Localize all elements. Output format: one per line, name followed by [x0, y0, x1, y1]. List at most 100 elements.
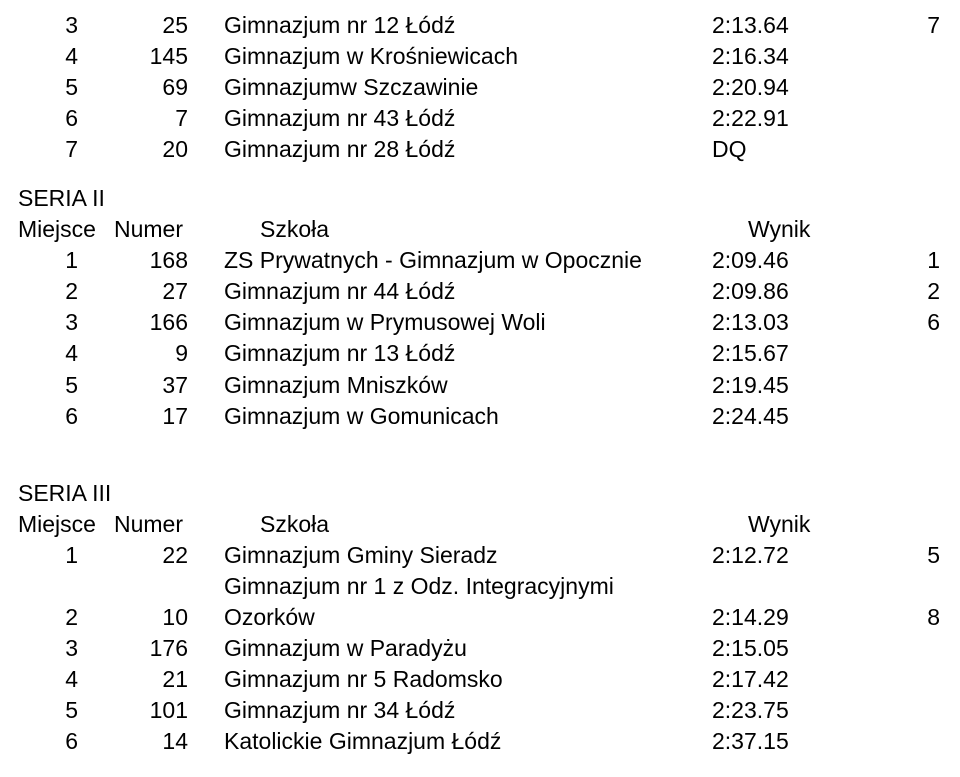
cell-number: 14	[78, 726, 188, 757]
cell-number: 69	[78, 72, 188, 103]
cell-extra: 7	[872, 10, 960, 41]
cell-place: 2	[0, 276, 78, 307]
cell-number: 9	[78, 338, 188, 369]
cell-school: Gimnazjum nr 1 z Odz. Integracyjnymi	[188, 571, 712, 602]
cell-result: 2:22.91	[712, 103, 872, 134]
table-row: 5 69 Gimnazjumw Szczawinie 2:20.94	[0, 72, 960, 103]
table-row: 2 10 Ozorków 2:14.29 8	[0, 602, 960, 633]
cell-result: 2:15.67	[712, 338, 872, 369]
cell-place: 3	[0, 307, 78, 338]
table-row: 5 101 Gimnazjum nr 34 Łódź 2:23.75	[0, 695, 960, 726]
table-row: 1 22 Gimnazjum Gminy Sieradz 2:12.72 5	[0, 540, 960, 571]
results-block-1: 3 25 Gimnazjum nr 12 Łódź 2:13.64 7 4 14…	[0, 10, 960, 165]
cell-extra: 6	[872, 307, 960, 338]
cell-extra: 8	[872, 602, 960, 633]
cell-place: 7	[0, 134, 78, 165]
results-block-3: 1 22 Gimnazjum Gminy Sieradz 2:12.72 5 G…	[0, 540, 960, 757]
cell-school: Gimnazjum w Paradyżu	[188, 633, 712, 664]
table-row: 6 14 Katolickie Gimnazjum Łódź 2:37.15	[0, 726, 960, 757]
cell-place: 5	[0, 370, 78, 401]
section-title-seria-3: SERIA III	[0, 478, 960, 509]
cell-school: Gimnazjum nr 43 Łódź	[188, 103, 712, 134]
header-school: Szkoła	[224, 509, 748, 540]
column-headers: Miejsce Numer Szkoła Wynik	[0, 509, 960, 540]
table-row: 4 9 Gimnazjum nr 13 Łódź 2:15.67	[0, 338, 960, 369]
header-number: Numer	[96, 214, 224, 245]
cell-number: 25	[78, 10, 188, 41]
cell-place: 5	[0, 72, 78, 103]
cell-place: 5	[0, 695, 78, 726]
cell-result: 2:19.45	[712, 370, 872, 401]
cell-school: Ozorków	[188, 602, 712, 633]
table-row: 7 20 Gimnazjum nr 28 Łódź DQ	[0, 134, 960, 165]
cell-result: 2:16.34	[712, 41, 872, 72]
cell-extra: 1	[872, 245, 960, 276]
cell-school: Gimnazjum nr 12 Łódź	[188, 10, 712, 41]
cell-number: 37	[78, 370, 188, 401]
cell-result: 2:13.64	[712, 10, 872, 41]
cell-school: Gimnazjum nr 28 Łódź	[188, 134, 712, 165]
cell-number: 168	[78, 245, 188, 276]
cell-school: Gimnazjumw Szczawinie	[188, 72, 712, 103]
cell-place: 6	[0, 401, 78, 432]
cell-school: Gimnazjum nr 34 Łódź	[188, 695, 712, 726]
table-row: 3 166 Gimnazjum w Prymusowej Woli 2:13.0…	[0, 307, 960, 338]
table-row: 1 168 ZS Prywatnych - Gimnazjum w Opoczn…	[0, 245, 960, 276]
cell-school: ZS Prywatnych - Gimnazjum w Opocznie	[188, 245, 712, 276]
cell-result: 2:12.72	[712, 540, 872, 571]
cell-extra: 2	[872, 276, 960, 307]
cell-number: 176	[78, 633, 188, 664]
cell-result: DQ	[712, 134, 872, 165]
header-place: Miejsce	[0, 214, 96, 245]
table-row: 4 21 Gimnazjum nr 5 Radomsko 2:17.42	[0, 664, 960, 695]
cell-result: 2:23.75	[712, 695, 872, 726]
cell-number: 166	[78, 307, 188, 338]
header-result: Wynik	[748, 509, 908, 540]
cell-place: 4	[0, 338, 78, 369]
cell-result: 2:24.45	[712, 401, 872, 432]
cell-school: Gimnazjum nr 44 Łódź	[188, 276, 712, 307]
cell-place: 6	[0, 726, 78, 757]
cell-school: Gimnazjum nr 13 Łódź	[188, 338, 712, 369]
cell-number: 145	[78, 41, 188, 72]
table-row: 6 17 Gimnazjum w Gomunicach 2:24.45	[0, 401, 960, 432]
cell-place: 1	[0, 540, 78, 571]
cell-place: 3	[0, 633, 78, 664]
cell-number: 20	[78, 134, 188, 165]
cell-place: 1	[0, 245, 78, 276]
cell-result: 2:15.05	[712, 633, 872, 664]
header-school: Szkoła	[224, 214, 748, 245]
table-row: 2 27 Gimnazjum nr 44 Łódź 2:09.86 2	[0, 276, 960, 307]
cell-place: 3	[0, 10, 78, 41]
cell-result: 2:37.15	[712, 726, 872, 757]
cell-school: Gimnazjum nr 5 Radomsko	[188, 664, 712, 695]
header-place: Miejsce	[0, 509, 96, 540]
cell-number: 21	[78, 664, 188, 695]
column-headers: Miejsce Numer Szkoła Wynik	[0, 214, 960, 245]
header-number: Numer	[96, 509, 224, 540]
table-row: Gimnazjum nr 1 z Odz. Integracyjnymi	[0, 571, 960, 602]
results-block-2: 1 168 ZS Prywatnych - Gimnazjum w Opoczn…	[0, 245, 960, 431]
table-row: 4 145 Gimnazjum w Krośniewicach 2:16.34	[0, 41, 960, 72]
cell-number: 10	[78, 602, 188, 633]
cell-place: 4	[0, 41, 78, 72]
cell-result: 2:20.94	[712, 72, 872, 103]
cell-result: 2:09.46	[712, 245, 872, 276]
cell-number: 22	[78, 540, 188, 571]
header-result: Wynik	[748, 214, 908, 245]
cell-school: Gimnazjum w Gomunicach	[188, 401, 712, 432]
table-row: 5 37 Gimnazjum Mniszków 2:19.45	[0, 370, 960, 401]
section-title-seria-2: SERIA II	[0, 183, 960, 214]
cell-number: 27	[78, 276, 188, 307]
cell-extra: 5	[872, 540, 960, 571]
cell-school: Gimnazjum Mniszków	[188, 370, 712, 401]
table-row: 3 176 Gimnazjum w Paradyżu 2:15.05	[0, 633, 960, 664]
cell-result: 2:09.86	[712, 276, 872, 307]
cell-school: Gimnazjum w Prymusowej Woli	[188, 307, 712, 338]
cell-result: 2:17.42	[712, 664, 872, 695]
cell-result: 2:14.29	[712, 602, 872, 633]
cell-result: 2:13.03	[712, 307, 872, 338]
cell-place: 6	[0, 103, 78, 134]
cell-place: 4	[0, 664, 78, 695]
cell-place: 2	[0, 602, 78, 633]
